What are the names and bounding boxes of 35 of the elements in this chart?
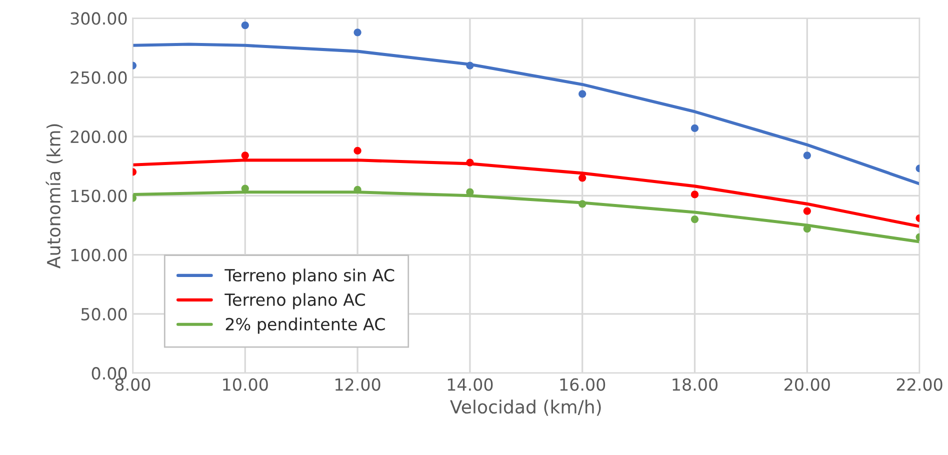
point (241, 152, 249, 160)
point (803, 152, 811, 160)
legend-label: Terreno plano AC (224, 293, 365, 310)
x-axis-title: Velocidad (km/h) (450, 400, 601, 416)
x-tick-label: 20.00 (784, 378, 830, 391)
point (466, 158, 474, 166)
point (241, 21, 249, 30)
point (466, 62, 474, 70)
point (354, 28, 362, 36)
line-series (132, 42, 920, 186)
y-tick-label: 150.00 (71, 190, 127, 202)
point (690, 124, 699, 132)
point (578, 174, 586, 182)
y-tick-label: 0.00 (92, 367, 127, 380)
y-axis-title: Autonomía (km) (46, 124, 63, 268)
y-tick-label: 250.00 (70, 71, 127, 84)
y-tick-label: 200.00 (70, 130, 127, 144)
legend-label: Terreno plano sin AC (224, 268, 394, 285)
point (690, 190, 699, 198)
point (354, 146, 362, 154)
x-tick-label: 8.00 (115, 378, 150, 391)
point (578, 200, 586, 208)
x-tick-label: 22.00 (896, 378, 942, 391)
x-tick-label: 18.00 (672, 378, 718, 391)
point (578, 90, 586, 98)
x-tick-label: 10.00 (223, 378, 268, 391)
x-tick-label: 16.00 (560, 378, 606, 391)
legend-label: 2% pendintente AC (226, 318, 385, 334)
y-tick-label: 300.00 (70, 12, 127, 25)
y-tick-label: 100.00 (71, 248, 127, 262)
x-tick-label: 12.00 (336, 378, 380, 391)
x-tick-label: 14.00 (448, 378, 493, 391)
point (803, 207, 811, 215)
point (690, 216, 699, 224)
y-tick-label: 50.00 (81, 308, 127, 321)
